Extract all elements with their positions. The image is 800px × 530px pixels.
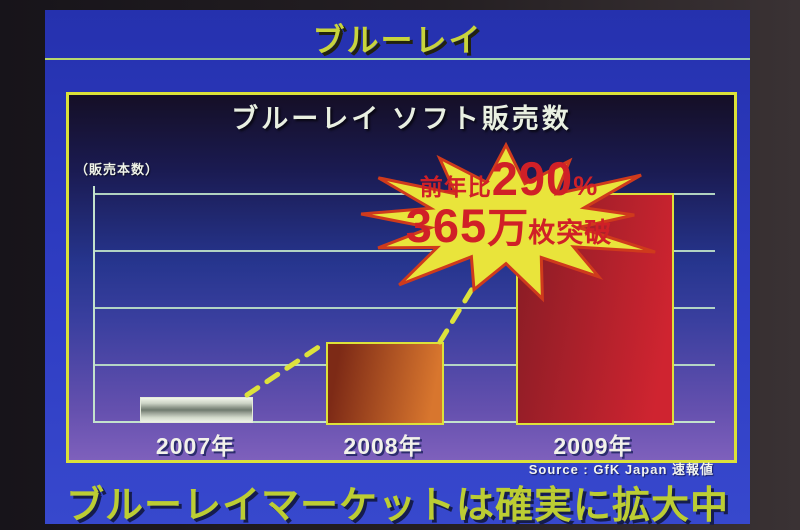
- source-credit: Source : GfK Japan 速報値: [528, 462, 714, 477]
- annotation-line-2: 365 万 枚突破: [339, 202, 679, 249]
- annotation-pct-value: 290: [491, 152, 574, 205]
- bar-2008年: [326, 342, 444, 425]
- title-divider: [45, 58, 750, 60]
- annotation-line-1: 前年比 290 %: [339, 155, 679, 202]
- bottom-headline: ブルーレイマーケットは確実に拡大中: [65, 485, 729, 527]
- annotation-vol-suffix: 枚突破: [528, 218, 613, 248]
- annotation-pct-unit: %: [573, 171, 599, 201]
- x-label-2007年: 2007年: [155, 433, 236, 459]
- chart-box: ブルーレイ ソフト販売数 （販売本数） 前年比 290 % 365 万 枚突破 …: [66, 92, 737, 463]
- annotation-vol-unit: 万: [487, 205, 529, 251]
- bar-2007年: [140, 397, 253, 423]
- y-axis-line: [93, 186, 95, 421]
- annotation-vol-value: 365: [405, 199, 488, 252]
- annotation-text: 前年比 290 % 365 万 枚突破: [339, 155, 679, 249]
- gridline: [93, 307, 715, 309]
- chart-title: ブルーレイ ソフト販売数: [231, 104, 572, 134]
- slide-title: ブルーレイ: [312, 22, 483, 58]
- x-label-2009年: 2009年: [553, 433, 633, 459]
- x-label-2008年: 2008年: [343, 433, 423, 459]
- slide: ブルーレイ ブルーレイ ソフト販売数 （販売本数） 前年比 290 % 365 …: [45, 10, 750, 527]
- annotation-prefix: 前年比: [419, 174, 492, 200]
- y-axis-label: （販売本数）: [75, 162, 160, 177]
